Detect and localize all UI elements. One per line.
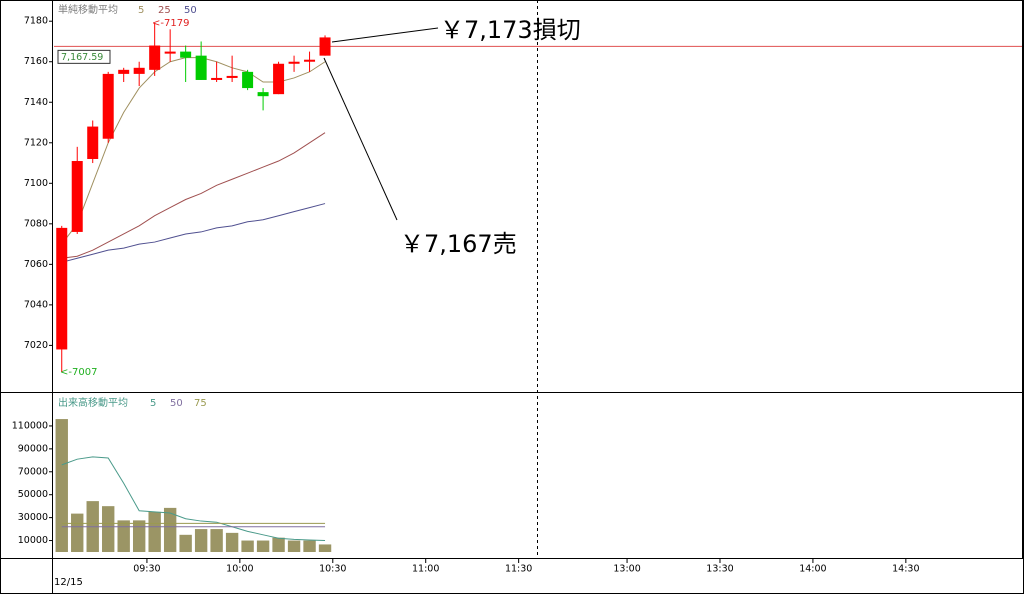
candle-body: [102, 73, 114, 139]
y-tick-label: 90000: [18, 443, 48, 454]
volume-bar: [272, 537, 285, 552]
volume-bar: [179, 534, 192, 552]
annotation: ￥7,167売: [400, 230, 517, 258]
volume-bar: [132, 520, 146, 552]
y-tick-label: 7080: [24, 218, 48, 229]
ma-line: [61, 203, 326, 263]
x-tick-label: 11:00: [412, 564, 439, 575]
x-tick-label: 09:30: [133, 564, 160, 575]
volume-bar: [194, 529, 208, 552]
legend-title: 単純移動平均: [58, 3, 118, 16]
x-tick-label: 10:30: [319, 564, 346, 575]
annotation-leader: [331, 27, 439, 43]
candle-body: [87, 126, 99, 159]
candle-body: [226, 75, 238, 78]
x-tick-label: 14:30: [892, 564, 919, 575]
volume-bar: [256, 540, 270, 552]
annotation: ￥7,173損切: [440, 16, 581, 44]
legend-label: 25: [158, 5, 171, 16]
candle-body: [71, 161, 83, 232]
legend-label: 5: [138, 5, 144, 16]
candle-body: [273, 63, 285, 95]
legend-title: 出来高移動平均: [58, 396, 128, 409]
volume-bar: [148, 511, 161, 552]
candle-body: [164, 51, 176, 54]
candle-body: [195, 55, 207, 80]
y-tick-label: 70000: [18, 466, 48, 477]
y-tick-label: 110000: [12, 420, 48, 431]
volume-bar: [102, 506, 115, 552]
volume-bar: [71, 513, 84, 552]
candle-body: [211, 77, 223, 80]
y-tick-label: 7160: [24, 56, 48, 67]
y-tick-label: 7060: [24, 259, 48, 270]
volume-bar: [55, 419, 68, 552]
x-tick-label: 13:00: [613, 564, 640, 575]
low-marker: <-7007: [60, 367, 97, 378]
volume-bar: [210, 529, 223, 552]
y-tick-label: 30000: [18, 512, 48, 523]
x-tick-label: 14:00: [799, 564, 826, 575]
candle-body: [149, 45, 161, 70]
legend-label: 50: [184, 5, 197, 16]
candle-body: [118, 69, 130, 74]
candle-body: [319, 37, 331, 56]
legend-label: 50: [170, 398, 183, 409]
candle-body: [288, 61, 300, 64]
volume-bar: [117, 520, 130, 552]
candle-body: [257, 92, 269, 97]
y-tick-label: 7040: [24, 299, 48, 310]
ma-line: [61, 132, 326, 259]
y-tick-label: 7140: [24, 97, 48, 108]
volume-bar: [241, 540, 254, 552]
candle-body: [180, 51, 192, 58]
ma-line: [61, 57, 326, 245]
x-tick-label: 10:00: [226, 564, 253, 575]
ma-line: [61, 456, 326, 542]
volume-bar: [303, 540, 316, 552]
candle-body: [304, 59, 316, 62]
candle-body: [242, 71, 254, 89]
annotation-leader: [323, 57, 398, 221]
legend-label: 75: [194, 398, 207, 409]
high-marker: <-7179: [152, 18, 189, 29]
y-tick-label: 7100: [24, 178, 48, 189]
y-tick-label: 7120: [24, 137, 48, 148]
date-label: 12/15: [54, 577, 83, 588]
price-label: 7,167.59: [61, 52, 103, 63]
price-label-box: [57, 49, 111, 64]
y-tick-label: 50000: [18, 489, 48, 500]
y-tick-label: 10000: [18, 535, 48, 546]
candle-body: [56, 227, 68, 350]
x-tick-label: 13:30: [706, 564, 733, 575]
y-tick-label: 7020: [24, 340, 48, 351]
volume-bar: [287, 540, 301, 552]
volume-bar: [318, 544, 332, 552]
y-tick-label: 7180: [24, 16, 48, 27]
candle-body: [133, 67, 145, 74]
legend-label: 5: [150, 398, 156, 409]
volume-bar: [163, 507, 177, 552]
volume-bar: [225, 532, 239, 552]
x-tick-label: 11:30: [505, 564, 532, 575]
